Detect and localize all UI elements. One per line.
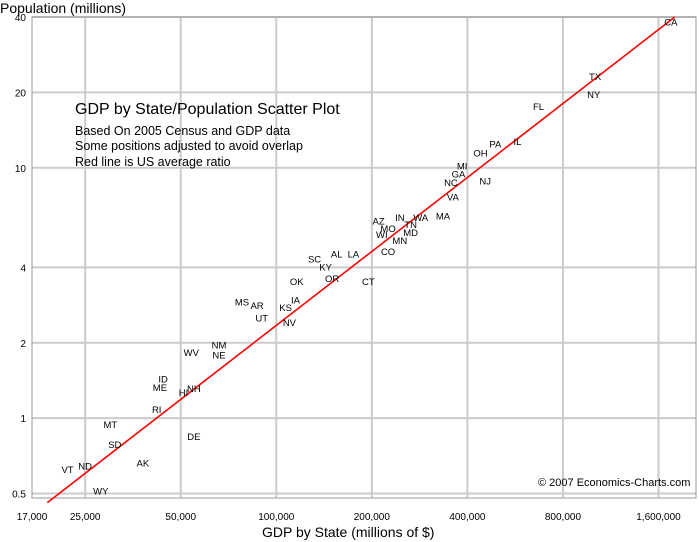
state-point-ky: KY xyxy=(319,262,332,273)
state-point-ar: AR xyxy=(250,301,263,312)
x-tick-label: 100,000 xyxy=(258,512,295,523)
state-point-ia: IA xyxy=(291,296,301,307)
state-point-me: ME xyxy=(153,383,167,394)
subtitle-line-3: Red line is US average ratio xyxy=(75,155,231,169)
x-tick-label: 800,000 xyxy=(545,512,582,523)
state-point-ca: CA xyxy=(664,18,678,29)
state-point-ct: CT xyxy=(362,277,375,288)
state-point-ak: AK xyxy=(137,458,150,469)
x-tick-label: 400,000 xyxy=(449,512,486,523)
state-point-nc: NC xyxy=(444,178,458,189)
x-tick-label: 50,000 xyxy=(165,512,196,523)
state-point-wy: WY xyxy=(93,486,109,497)
y-tick-label: 10 xyxy=(15,164,27,175)
state-point-tx: TX xyxy=(589,72,602,83)
y-tick-label: 2 xyxy=(20,339,26,350)
y-tick-label: 40 xyxy=(15,13,27,24)
state-point-la: LA xyxy=(348,250,360,261)
state-point-va: VA xyxy=(447,193,460,204)
state-point-mo: MO xyxy=(380,224,395,235)
state-point-fl: FL xyxy=(533,102,544,113)
state-point-al: AL xyxy=(331,250,343,261)
state-point-az: AZ xyxy=(372,217,384,228)
state-point-ne: NE xyxy=(212,350,225,361)
y-axis-title: Population (millions) xyxy=(0,0,126,16)
x-tick-label: 1,600,000 xyxy=(636,512,681,523)
state-point-vt: VT xyxy=(61,465,73,476)
state-point-or: OR xyxy=(325,274,339,285)
state-point-il: IL xyxy=(513,137,521,148)
state-point-nm: NM xyxy=(212,341,227,352)
x-axis-title: GDP by State (millions of $) xyxy=(262,524,434,540)
x-tick-label: 17,000 xyxy=(17,512,48,523)
state-point-oh: OH xyxy=(473,149,487,160)
state-point-ut: UT xyxy=(255,314,268,325)
state-point-mn: MN xyxy=(392,236,407,247)
y-tick-label: 0.5 xyxy=(12,490,26,501)
state-point-ok: OK xyxy=(290,277,304,288)
x-tick-label: 25,000 xyxy=(70,512,101,523)
x-tick-label: 200,000 xyxy=(354,512,391,523)
state-point-pa: PA xyxy=(489,139,502,150)
state-point-mt: MT xyxy=(103,420,117,431)
state-point-nj: NJ xyxy=(479,177,491,188)
state-point-in: IN xyxy=(395,213,405,224)
state-point-ga: GA xyxy=(452,169,466,180)
state-point-wi: WI xyxy=(376,230,388,241)
chart-title: GDP by State/Population Scatter Plot xyxy=(75,101,340,118)
y-tick-label: 20 xyxy=(15,88,27,99)
state-point-wv: WV xyxy=(184,348,200,359)
us-average-ratio-line xyxy=(46,16,676,504)
state-point-nv: NV xyxy=(283,318,297,329)
plot-frame xyxy=(31,16,697,499)
state-point-ks: KS xyxy=(279,303,292,314)
state-point-ri: RI xyxy=(152,405,162,416)
state-point-md: MD xyxy=(403,228,418,239)
state-point-ny: NY xyxy=(587,90,601,101)
subtitle-line-1: Based On 2005 Census and GDP data xyxy=(75,124,290,138)
state-point-ma: MA xyxy=(436,211,451,222)
y-tick-label: 1 xyxy=(20,414,26,425)
subtitle-line-2: Some positions adjusted to avoid overlap xyxy=(75,139,303,153)
state-point-sc: SC xyxy=(308,255,321,266)
x-axis-ticks: 17,000 25,000 50,000 100,000 200,000 400,000 8… xyxy=(17,512,681,523)
state-point-hi: HI xyxy=(179,388,189,399)
state-point-ms: MS xyxy=(235,297,249,308)
state-point-sd: SD xyxy=(108,440,121,451)
state-point-mi: MI xyxy=(457,162,468,173)
state-point-wa: WA xyxy=(413,213,429,224)
y-axis-ticks: 0.5 1 2 4 10 20 40 xyxy=(12,13,26,501)
state-point-co: CO xyxy=(381,247,395,258)
state-point-nh: NH xyxy=(187,384,201,395)
copyright-note: © 2007 Economics-Charts.com xyxy=(538,477,690,489)
y-tick-label: 4 xyxy=(20,263,26,274)
state-point-id: ID xyxy=(158,374,168,385)
state-point-nd: ND xyxy=(78,462,92,473)
state-point-de: DE xyxy=(187,432,200,443)
state-point-tn: TN xyxy=(404,220,417,231)
